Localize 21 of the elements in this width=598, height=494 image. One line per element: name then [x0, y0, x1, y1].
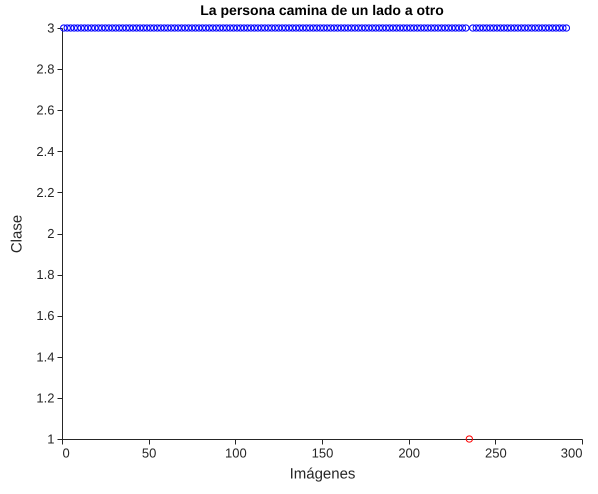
y-tick-label: 1.8: [36, 267, 54, 282]
y-tick-label: 1.4: [36, 349, 54, 364]
y-tick-label: 2.4: [36, 144, 54, 159]
x-tick-label: 150: [312, 446, 334, 460]
x-tick-label: 200: [398, 446, 420, 460]
y-tick-label: 2: [47, 226, 54, 241]
y-tick-label: 1.6: [36, 308, 54, 324]
y-axis-title: Clase: [8, 214, 26, 254]
x-tick-label: 0: [62, 446, 70, 460]
x-tick-label: 50: [142, 446, 156, 460]
y-tick-label: 2.2: [36, 184, 54, 200]
chart-title: La persona camina de un lado a otro: [200, 2, 444, 18]
y-tick-label: 3: [47, 20, 54, 36]
x-tick-label: 250: [484, 446, 507, 460]
x-tick-label: 300: [560, 446, 582, 460]
y-tick-label: 1: [47, 432, 54, 446]
y-tick-label: 2.8: [36, 62, 54, 77]
x-tick-label: 100: [224, 446, 247, 460]
y-tick-label: 1.2: [36, 390, 54, 406]
x-axis-title: Imágenes: [290, 466, 356, 482]
y-tick-label: 2.6: [36, 102, 54, 118]
